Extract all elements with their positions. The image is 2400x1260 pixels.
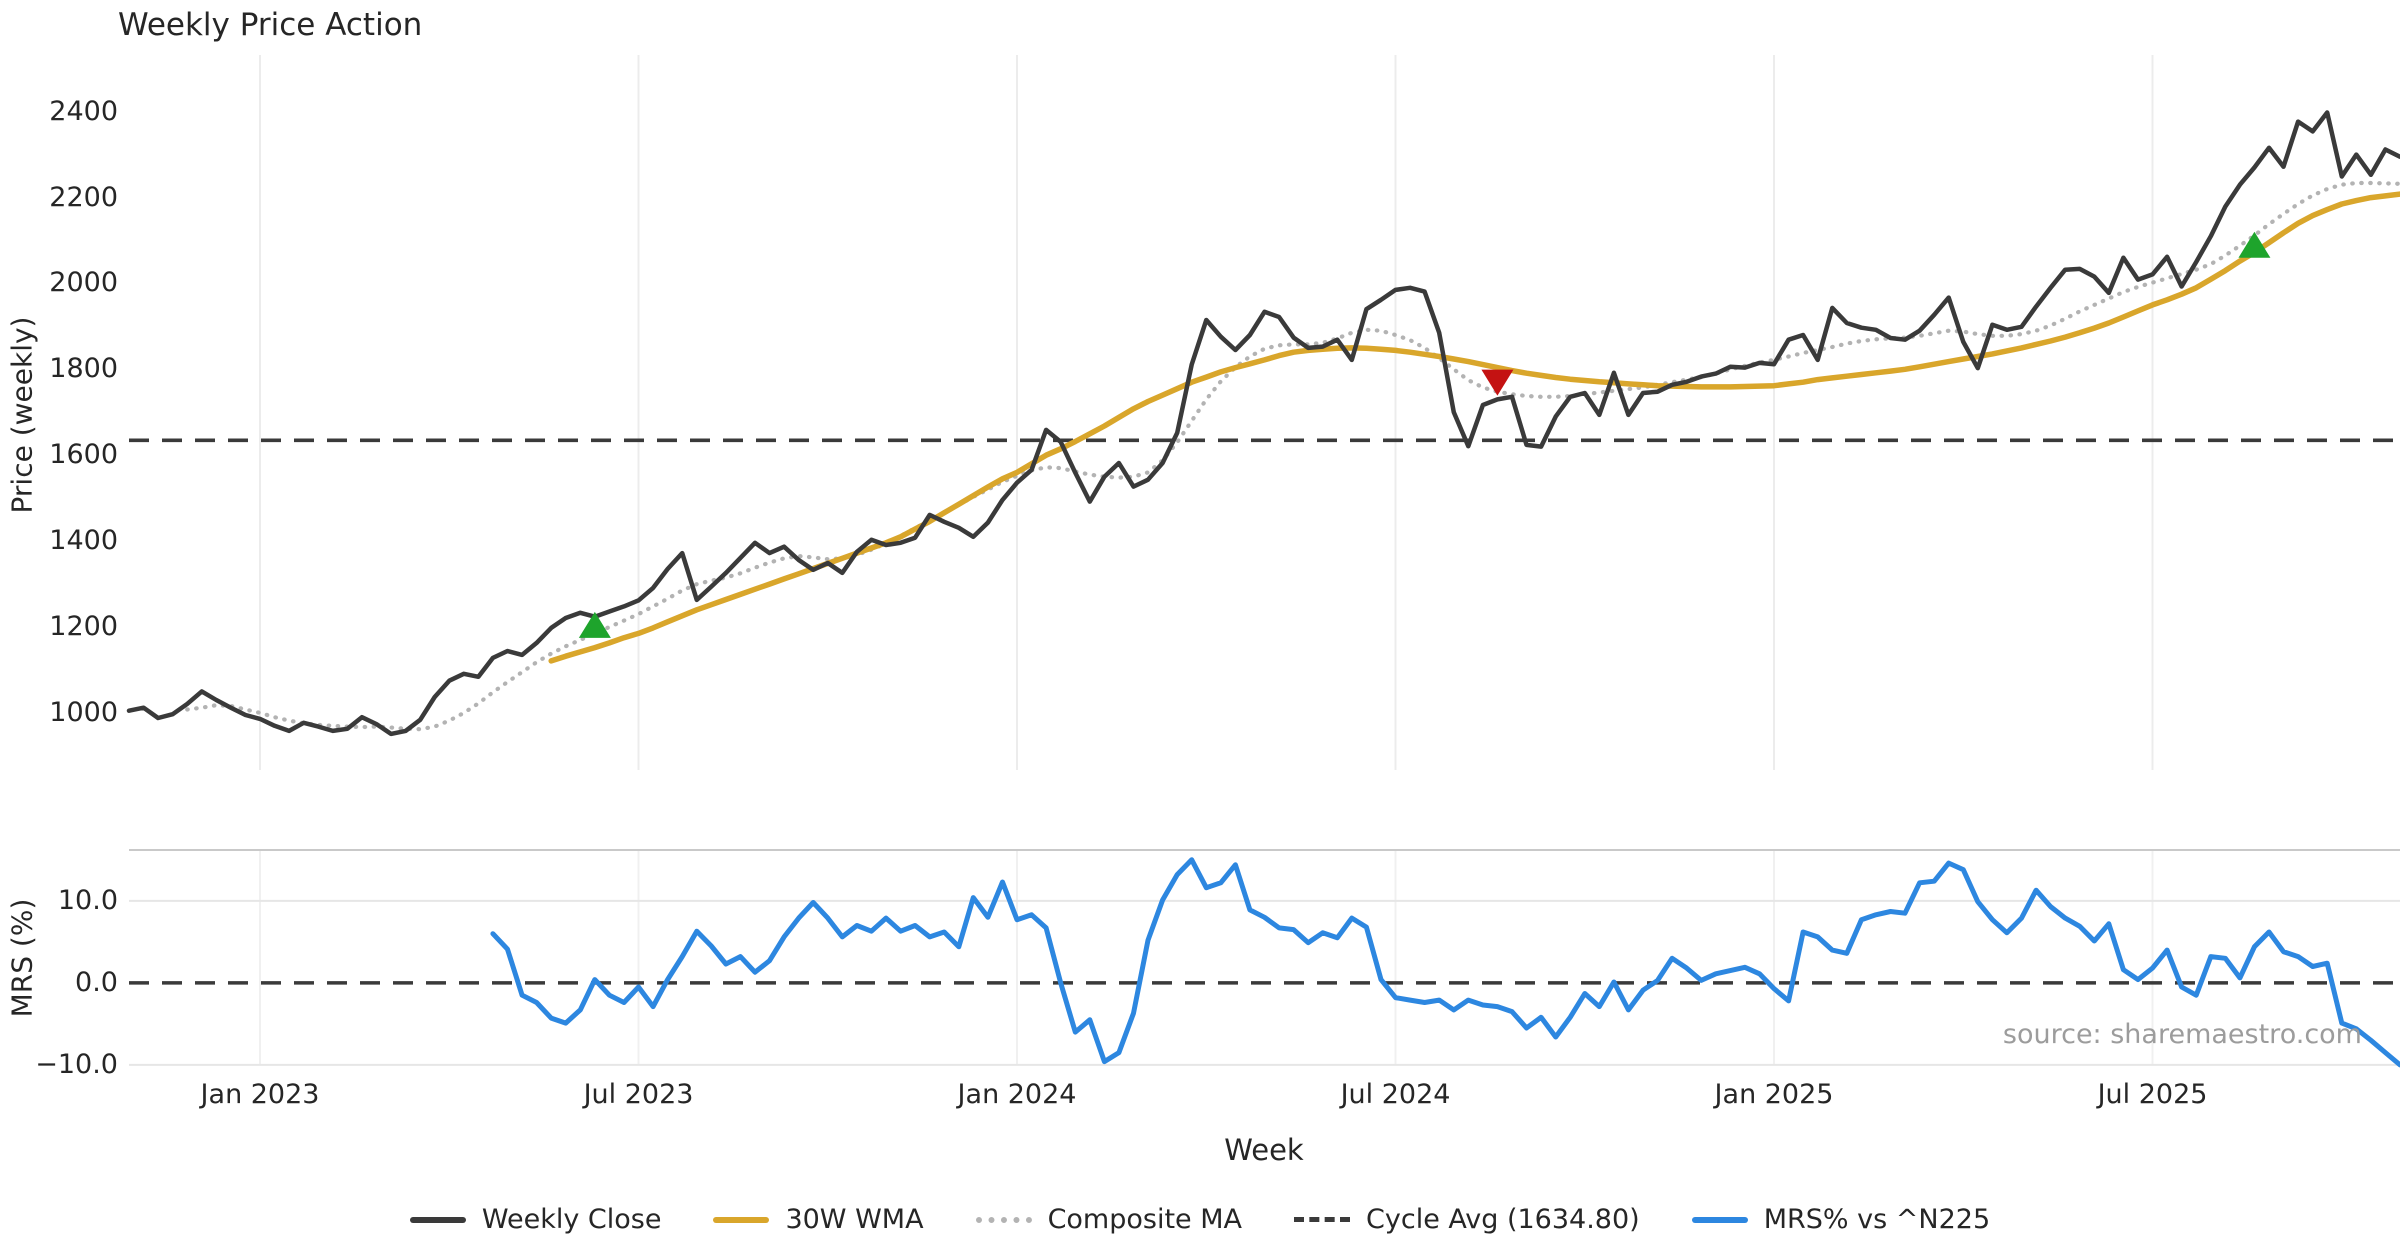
mrs-tick-label: 0.0 bbox=[75, 966, 118, 998]
legend-item: 30W WMA bbox=[713, 1204, 924, 1235]
legend-label: MRS% vs ^N225 bbox=[1763, 1204, 1991, 1235]
price-tick-label: 1600 bbox=[49, 439, 118, 471]
chart-title: Weekly Price Action bbox=[118, 7, 423, 43]
weekly-close-line bbox=[126, 110, 2400, 737]
price-tick-label: 2400 bbox=[49, 95, 118, 127]
x-tick-label: Jan 2024 bbox=[957, 1079, 1077, 1110]
legend-item: Composite MA bbox=[975, 1204, 1243, 1235]
legend-item: Weekly Close bbox=[409, 1204, 662, 1235]
x-tick-label: Jul 2025 bbox=[2097, 1079, 2208, 1110]
legend-item: Cycle Avg (1634.80) bbox=[1294, 1204, 1640, 1235]
legend-label: Cycle Avg (1634.80) bbox=[1366, 1204, 1640, 1235]
legend-label: Weekly Close bbox=[481, 1204, 662, 1235]
mrs-axis-label: MRS (%) bbox=[5, 898, 39, 1018]
mrs-line bbox=[490, 857, 2400, 1068]
buy-signal-icon bbox=[578, 611, 611, 638]
x-axis-label: Week bbox=[1224, 1133, 1304, 1167]
legend-solid-line-icon bbox=[409, 1216, 466, 1223]
price-tick-label: 1800 bbox=[49, 353, 118, 385]
composite-ma-line bbox=[185, 180, 2400, 732]
price-tick-label: 1200 bbox=[49, 611, 118, 642]
buy-signal-icon bbox=[2238, 231, 2271, 258]
mrs-tick-label: −10.0 bbox=[35, 1048, 118, 1080]
legend-item: MRS% vs ^N225 bbox=[1691, 1204, 1991, 1235]
legend-dotted-line-icon bbox=[975, 1216, 1032, 1223]
mrs-tick-label: 10.0 bbox=[57, 884, 118, 916]
price-axis-label: Price (weekly) bbox=[5, 316, 39, 514]
price-tick-label: 2000 bbox=[49, 267, 118, 299]
legend-dashed-line-icon bbox=[1294, 1217, 1351, 1222]
legend-label: Composite MA bbox=[1047, 1204, 1243, 1235]
price-tick-label: 2200 bbox=[49, 181, 118, 213]
x-tick-label: Jan 2023 bbox=[200, 1079, 320, 1110]
source-credit: source: sharemaestro.com bbox=[2002, 1019, 2362, 1050]
price-tick-label: 1000 bbox=[49, 696, 118, 728]
legend: Weekly Close 30W WMA Composite MA Cycle Avg… bbox=[0, 1204, 2400, 1235]
x-tick-label: Jul 2023 bbox=[583, 1079, 694, 1110]
sell-signal-icon bbox=[1481, 369, 1514, 396]
legend-solid-line-icon bbox=[1691, 1216, 1748, 1223]
x-tick-label: Jul 2024 bbox=[1340, 1079, 1451, 1110]
legend-label: 30W WMA bbox=[785, 1204, 924, 1235]
x-tick-label: Jan 2025 bbox=[1714, 1079, 1834, 1110]
price-tick-label: 1400 bbox=[49, 525, 118, 557]
legend-solid-line-icon bbox=[713, 1216, 770, 1223]
